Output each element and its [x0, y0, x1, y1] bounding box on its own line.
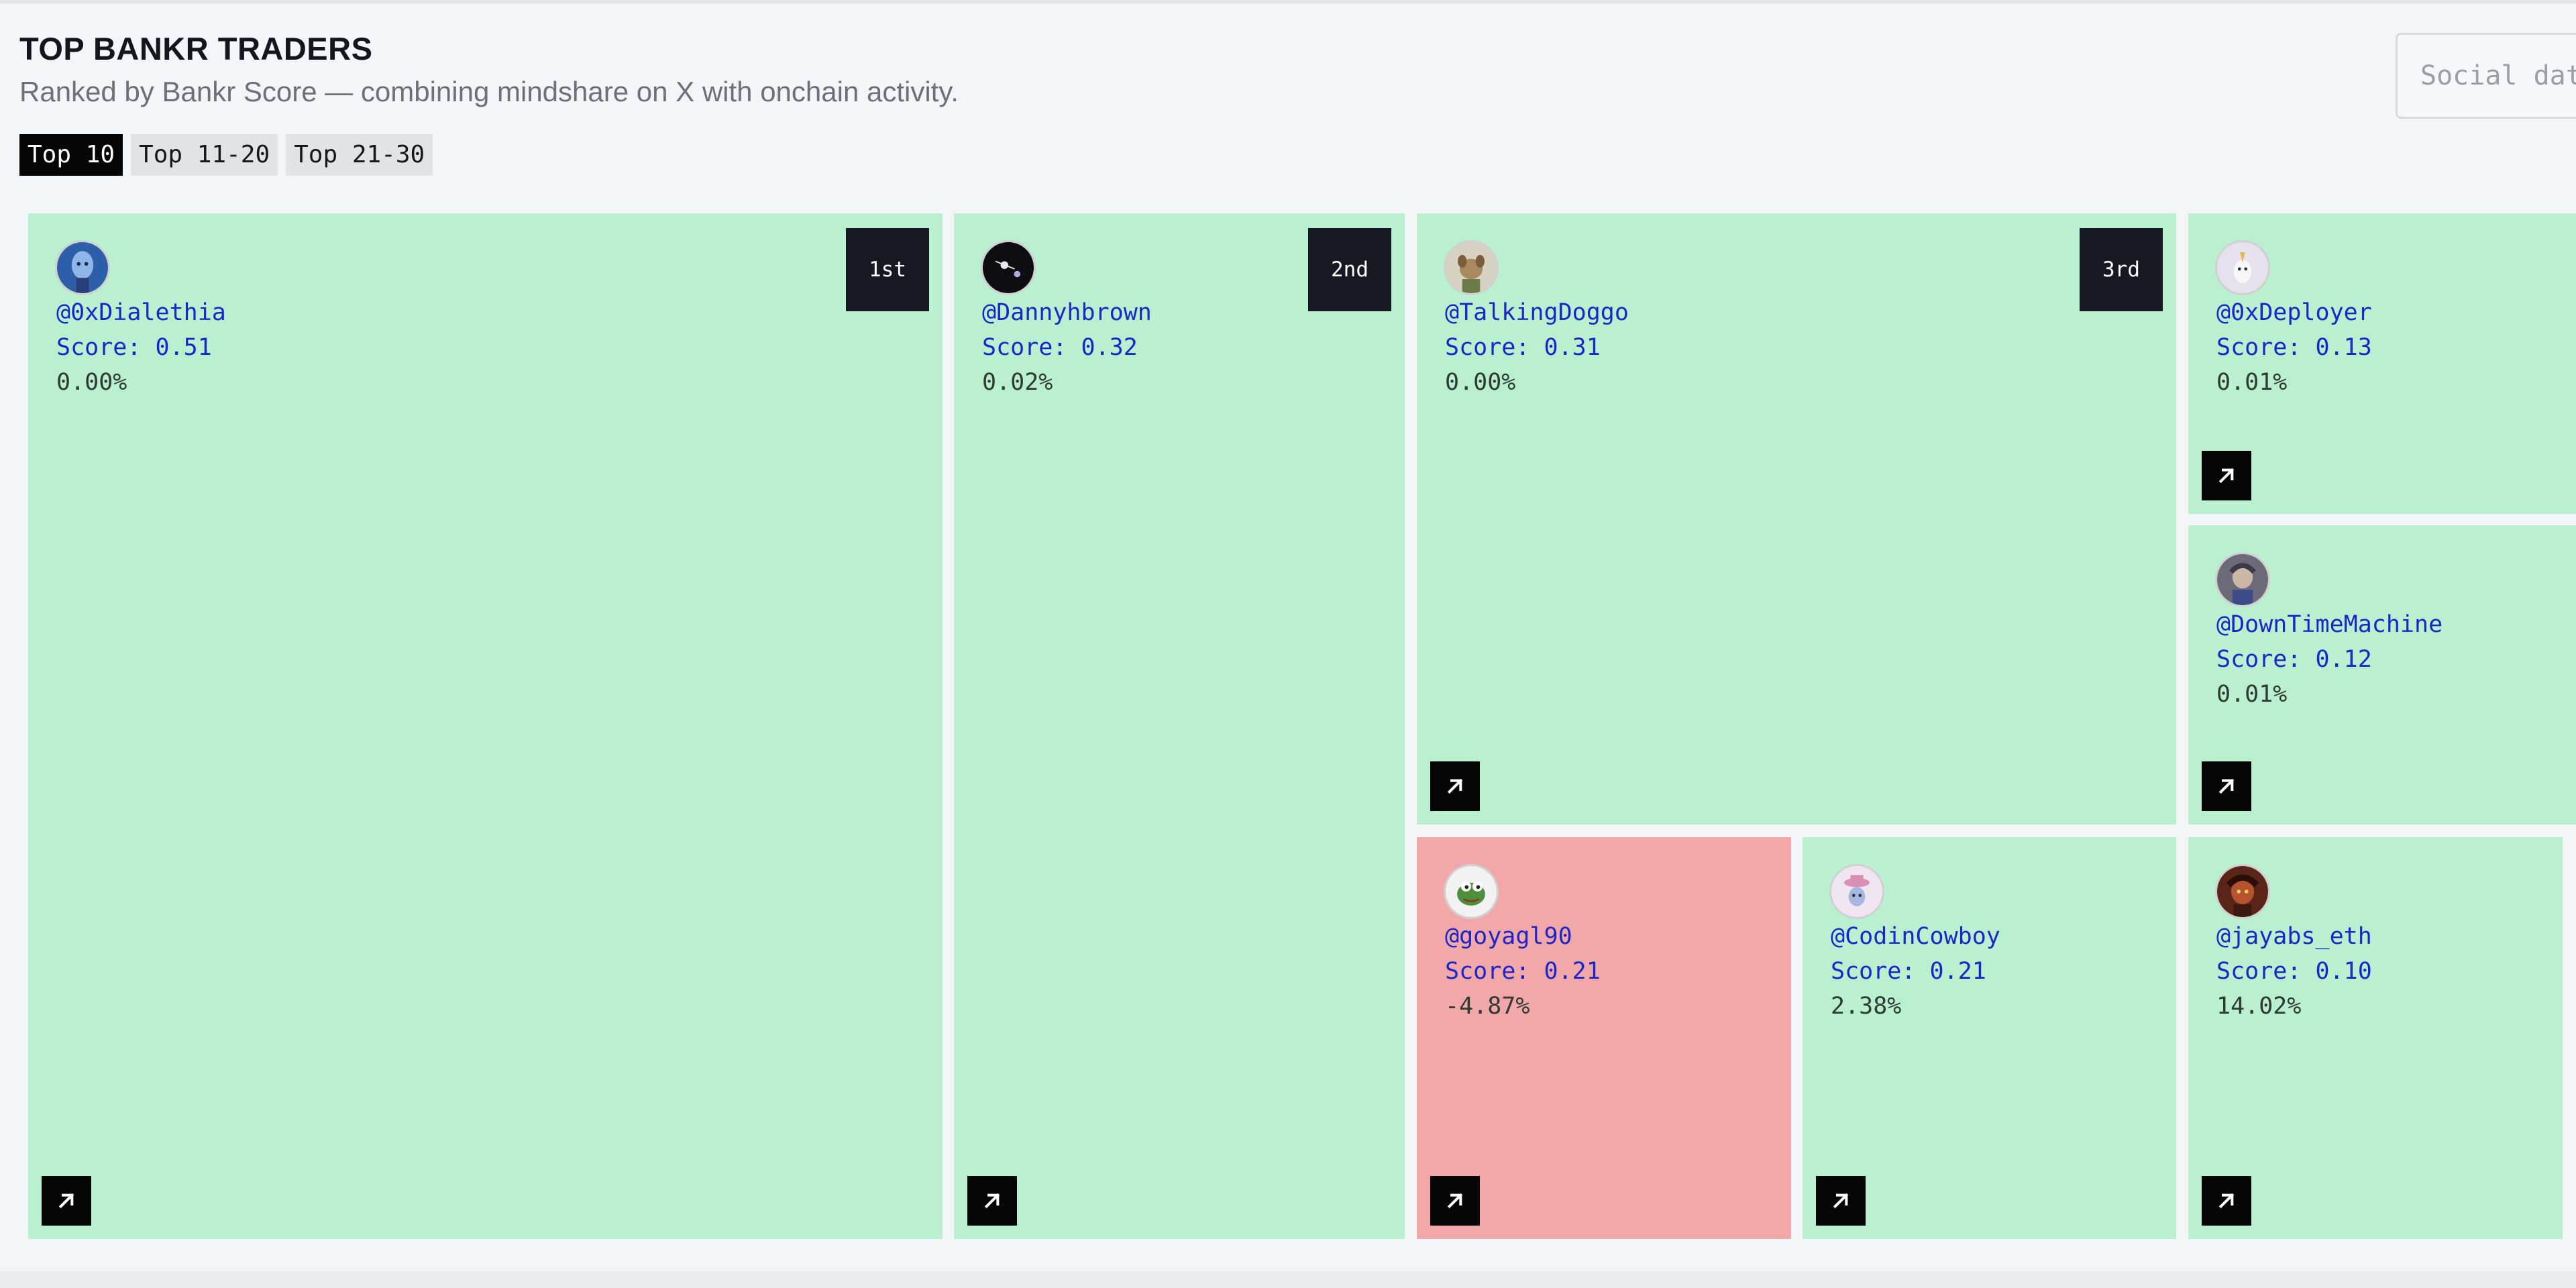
avatar [2215, 240, 2270, 295]
trader-change: 0.00% [1445, 369, 1516, 396]
trader-score: Score: 0.31 [1445, 334, 1601, 361]
trader-score: Score: 0.10 [2216, 958, 2372, 985]
avatar-jayabs-eth-icon [2217, 866, 2268, 917]
arrow-up-right-icon [984, 1193, 1000, 1209]
trader-change: 0.01% [2216, 681, 2288, 708]
arrow-up-right-icon [1833, 1193, 1849, 1209]
rank-badge: 2nd [1308, 228, 1391, 311]
trader-handle[interactable]: @0xDeployer [2216, 299, 2372, 326]
trader-score: Score: 0.51 [56, 334, 212, 361]
arrow-up-right-icon [2218, 1193, 2235, 1209]
trader-tile-6[interactable]: @goyagl90 Score: 0.21 -4.87% [1417, 837, 1791, 1239]
avatar [2215, 552, 2270, 607]
open-profile-button[interactable] [2202, 451, 2251, 500]
open-profile-button[interactable] [967, 1176, 1017, 1226]
avatar-talkingdoggo-icon [1446, 242, 1497, 293]
arrow-up-right-icon [1447, 1193, 1463, 1209]
rank-tabs: Top 10 Top 11-20 Top 21-30 [19, 134, 433, 176]
trader-tile-4[interactable]: @0xDeployer Score: 0.13 0.01% [2188, 213, 2576, 514]
trader-score: Score: 0.21 [1831, 958, 1986, 985]
rank-badge: 1st [846, 228, 929, 311]
arrow-up-right-icon [1447, 778, 1463, 794]
tab-top-10[interactable]: Top 10 [19, 134, 123, 176]
trader-handle[interactable]: @CodinCowboy [1831, 923, 2000, 950]
trader-change: -4.87% [1445, 993, 1530, 1020]
trader-score: Score: 0.32 [982, 334, 1138, 361]
avatar [55, 240, 110, 295]
trader-score: Score: 0.12 [2216, 646, 2372, 673]
page-title: TOP BANKR TRADERS [19, 31, 373, 66]
open-profile-button[interactable] [2202, 761, 2251, 811]
open-profile-button[interactable] [1430, 1176, 1480, 1226]
avatar [2215, 864, 2270, 919]
avatar-goyagl90-icon [1446, 866, 1497, 917]
page-subtitle: Ranked by Bankr Score — combining mindsh… [19, 76, 959, 107]
avatar [1829, 864, 1884, 919]
avatar-downtimemachine-icon [2217, 554, 2268, 605]
trader-change: 14.02% [2216, 993, 2302, 1020]
trader-tile-8[interactable]: @jayabs_eth Score: 0.10 14.02% [2188, 837, 2563, 1239]
trader-tile-3[interactable]: @TalkingDoggo Score: 0.31 0.00% 3rd [1417, 213, 2176, 824]
arrow-up-right-icon [58, 1193, 74, 1209]
trader-tile-7[interactable]: @CodinCowboy Score: 0.21 2.38% [1803, 837, 2176, 1239]
trader-change: 0.01% [2216, 369, 2288, 396]
avatar-codincowboy-icon [1831, 866, 1882, 917]
open-profile-button[interactable] [42, 1176, 91, 1226]
trader-tile-1[interactable]: @0xDialethia Score: 0.51 0.00% 1st [28, 213, 943, 1239]
rank-badge: 3rd [2080, 228, 2163, 311]
traders-treemap: @0xDialethia Score: 0.51 0.00% 1st @Dann… [0, 3, 2576, 1271]
trader-handle[interactable]: @goyagl90 [1445, 923, 1572, 950]
open-profile-button[interactable] [2202, 1176, 2251, 1226]
trader-tile-5[interactable]: @DownTimeMachine Score: 0.12 0.01% [2188, 525, 2576, 824]
trader-change: 0.00% [56, 369, 127, 396]
trader-change: 2.38% [1831, 993, 1902, 1020]
trader-tile-2[interactable]: @Dannyhbrown Score: 0.32 0.02% 2nd [954, 213, 1405, 1239]
trader-handle[interactable]: @0xDialethia [56, 299, 226, 326]
arrow-up-right-icon [2218, 468, 2235, 484]
tab-top-11-20[interactable]: Top 11-20 [131, 134, 278, 176]
arrow-up-right-icon [2218, 778, 2235, 794]
open-profile-button[interactable] [1816, 1176, 1866, 1226]
avatar-0xdialethia-icon [57, 242, 108, 293]
trader-change: 0.02% [982, 369, 1053, 396]
avatar-0xdeployer-icon [2217, 242, 2268, 293]
avatar [981, 240, 1036, 295]
trader-handle[interactable]: @jayabs_eth [2216, 923, 2372, 950]
trader-score: Score: 0.21 [1445, 958, 1601, 985]
trader-score: Score: 0.13 [2216, 334, 2372, 361]
trader-handle[interactable]: @Dannyhbrown [982, 299, 1152, 326]
social-data-search-input[interactable] [2396, 33, 2576, 119]
tab-top-21-30[interactable]: Top 21-30 [286, 134, 433, 176]
trader-handle[interactable]: @DownTimeMachine [2216, 611, 2443, 638]
avatar [1444, 240, 1499, 295]
avatar [1444, 864, 1499, 919]
trader-handle[interactable]: @TalkingDoggo [1445, 299, 1629, 326]
avatar-dannyhbrown-icon [983, 242, 1034, 293]
open-profile-button[interactable] [1430, 761, 1480, 811]
